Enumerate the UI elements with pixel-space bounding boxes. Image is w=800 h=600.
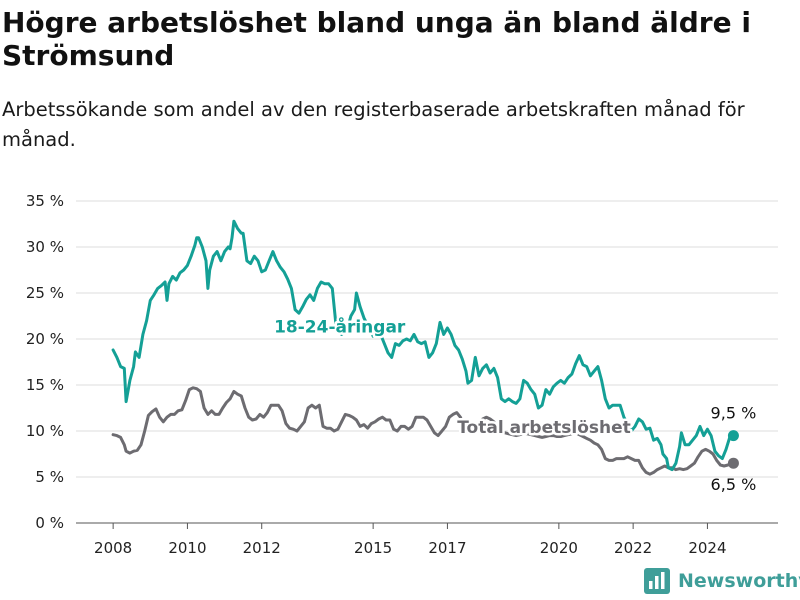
series-name-label: Total arbetslöshet: [457, 418, 631, 438]
chart-title: Högre arbetslöshet bland unga än bland ä…: [2, 6, 751, 72]
x-tick-label: 2010: [168, 539, 206, 557]
y-tick-label: 15 %: [26, 376, 64, 394]
x-tick-label: 2022: [614, 539, 652, 557]
x-tick-label: 2012: [243, 539, 281, 557]
x-tick-label: 2015: [354, 539, 392, 557]
y-tick-label: 25 %: [26, 284, 64, 302]
y-tick-label: 35 %: [26, 192, 64, 210]
y-tick-label: 10 %: [26, 422, 64, 440]
y-axis: 0 % 5 % 10 % 15 % 20 % 25 % 30 % 35 %: [26, 192, 64, 532]
x-tick-label: 2024: [688, 539, 726, 557]
y-tick-label: 30 %: [26, 238, 64, 256]
series-end-point: [727, 430, 739, 442]
series-end-point: [727, 457, 739, 469]
y-tick-label: 5 %: [35, 468, 64, 486]
y-tick-label: 20 %: [26, 330, 64, 348]
series-name-label: 18-24-åringar: [274, 316, 406, 338]
end-value-label: 6,5 %: [711, 475, 757, 494]
series-line: [111, 386, 735, 476]
gridlines: [76, 200, 778, 524]
y-tick-label: 0 %: [35, 514, 64, 532]
bar-chart-logo-icon: [644, 568, 670, 594]
brand-name: Newsworthy: [678, 570, 800, 592]
x-axis: 2008 2010 2012 2015 2017 2020 2022 2024: [94, 523, 727, 557]
series-line: [111, 219, 735, 472]
series-lines: [111, 219, 739, 476]
series-labels: 18-24-åringar Total arbetslöshet 9,5 % 6,5 …: [272, 313, 757, 494]
x-tick-label: 2008: [94, 539, 132, 557]
end-value-label: 9,5 %: [711, 404, 757, 423]
brand-logo: Newsworthy: [644, 568, 800, 594]
chart-subtitle: Arbetssökande som andel av den registerb…: [2, 98, 745, 151]
x-tick-label: 2017: [428, 539, 466, 557]
x-tick-label: 2020: [540, 539, 578, 557]
